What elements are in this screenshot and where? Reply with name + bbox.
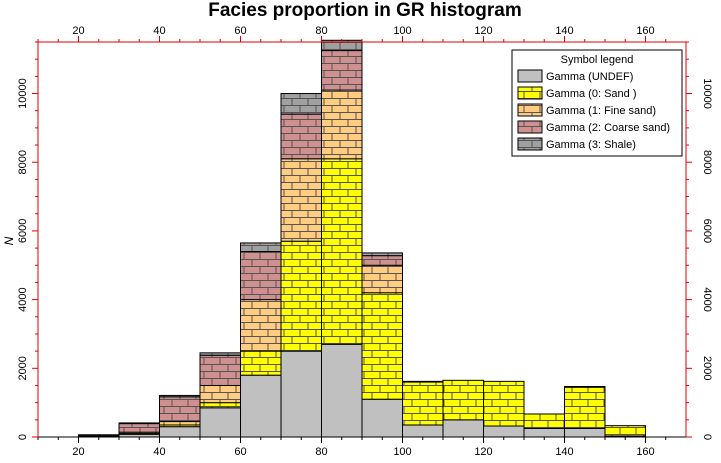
legend-entry: Gamma (1: Fine sand)	[546, 105, 656, 117]
y-tick-label-left: 2000	[17, 356, 29, 380]
bar-segment	[159, 421, 201, 426]
x-tick-label-top: 40	[153, 25, 165, 37]
x-tick-label-top: 140	[555, 25, 573, 37]
legend-entry: Gamma (0: Sand )	[546, 88, 636, 100]
bar-segment	[321, 89, 363, 160]
y-tick-label-right: 4000	[701, 287, 713, 311]
bar-segment	[442, 419, 484, 438]
y-tick-label-left: 0	[17, 434, 29, 440]
bar-segment	[483, 425, 525, 438]
bar-segment	[402, 424, 444, 438]
bar-segment	[199, 352, 241, 356]
bar-segment	[604, 425, 646, 437]
y-axis-label: N	[2, 236, 16, 245]
bar-segment	[361, 264, 403, 294]
axes-group: 20 20 40 40 60 60 80 80 100 100 120 120 140 140 160 160…	[17, 25, 713, 458]
bar-segment	[159, 426, 201, 438]
bar-segment	[199, 354, 241, 386]
x-tick-label-bottom: 140	[555, 446, 573, 458]
y-tick-label-right: 8000	[701, 150, 713, 174]
bar-segment	[564, 427, 606, 438]
bar-segment	[118, 423, 160, 433]
bar-segment	[280, 93, 322, 115]
bar-segment	[240, 242, 282, 253]
bar-segment	[361, 292, 403, 400]
legend-entry: Gamma (2: Coarse sand)	[546, 122, 670, 134]
legend-title: Symbol legend	[561, 54, 634, 66]
y-tick-label-left: 10000	[17, 78, 29, 109]
legend-swatch	[517, 103, 543, 117]
y-tick-label-right: 6000	[701, 219, 713, 243]
x-tick-label-top: 80	[315, 25, 327, 37]
bar-segment	[564, 386, 606, 429]
bar-segment	[321, 343, 363, 438]
y-tick-label-right: 2000	[701, 356, 713, 380]
bar-segment	[361, 398, 403, 438]
bar-segment	[199, 407, 241, 438]
bar-segment	[523, 413, 565, 429]
x-tick-label-bottom: 160	[636, 446, 654, 458]
bar-segment	[280, 158, 322, 242]
legend-swatch	[517, 69, 543, 83]
bar-segment	[78, 434, 120, 437]
x-tick-label-bottom: 120	[474, 446, 492, 458]
bar-segment	[240, 251, 282, 301]
x-tick-label-top: 60	[234, 25, 246, 37]
bar-segment	[240, 350, 282, 376]
bar-segment	[361, 255, 403, 266]
bar-segment	[483, 380, 525, 427]
legend-swatch	[517, 137, 543, 151]
y-tick-label-left: 6000	[17, 219, 29, 243]
bar-segment	[361, 252, 403, 257]
legend-swatch	[517, 120, 543, 134]
bar-segment	[564, 386, 606, 388]
bar-segment	[240, 374, 282, 438]
bar-segment	[402, 381, 444, 426]
legend-entry: Gamma (3: Shale)	[546, 139, 636, 151]
y-tick-label-left: 4000	[17, 287, 29, 311]
x-tick-label-top: 160	[636, 25, 654, 37]
bar-segment	[523, 427, 565, 438]
bar-segment	[159, 396, 201, 423]
bar-segment	[442, 379, 484, 421]
chart-title: Facies proportion in GR histogram	[208, 0, 522, 21]
x-tick-label-bottom: 80	[315, 446, 327, 458]
bar-segment	[321, 158, 363, 345]
bar-segment	[280, 113, 322, 160]
bar-segment	[118, 422, 160, 425]
bar-segment	[280, 350, 322, 438]
bar-segment	[240, 299, 282, 352]
bar-segment	[159, 394, 201, 398]
legend-entry: Gamma (UNDEF)	[546, 71, 633, 83]
y-tick-label-right: 10000	[701, 78, 713, 109]
x-tick-label-top: 100	[393, 25, 411, 37]
x-tick-label-bottom: 60	[234, 446, 246, 458]
x-tick-label-bottom: 20	[72, 446, 84, 458]
bar-segment	[199, 402, 241, 409]
bar-segment	[280, 240, 322, 352]
x-tick-label-bottom: 100	[393, 446, 411, 458]
x-tick-label-bottom: 40	[153, 446, 165, 458]
bar-segment	[321, 50, 363, 91]
bar-segment	[199, 384, 241, 404]
x-tick-label-top: 120	[474, 25, 492, 37]
y-tick-label-right: 0	[701, 434, 713, 440]
y-tick-label-left: 8000	[17, 150, 29, 174]
x-tick-label-top: 20	[72, 25, 84, 37]
legend: Symbol legend Gamma (UNDEF) Gamma (0: San…	[511, 49, 683, 157]
bar-segment	[402, 380, 444, 383]
legend-swatch	[517, 86, 543, 100]
